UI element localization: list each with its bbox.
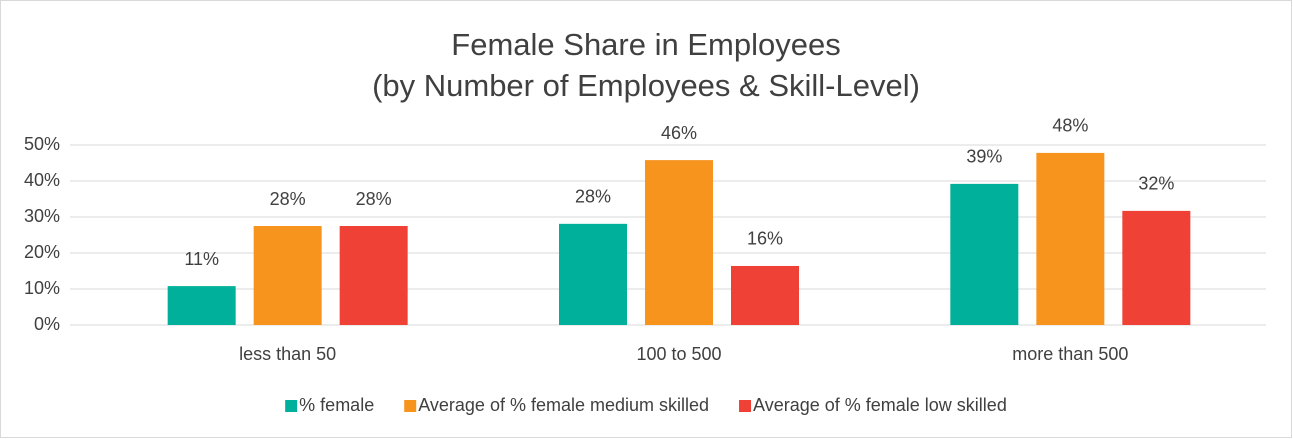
chart-subtitle: (by Number of Employees & Skill-Level) — [372, 68, 920, 103]
data-label: 28% — [270, 189, 306, 209]
bar — [731, 265, 799, 325]
data-label: 28% — [356, 189, 392, 209]
data-label: 16% — [747, 229, 783, 249]
data-label: 32% — [1138, 174, 1174, 194]
data-label: 39% — [966, 147, 1002, 167]
bar — [1036, 152, 1105, 325]
legend-swatch — [739, 400, 752, 412]
legend-swatch — [285, 400, 298, 412]
y-tick-label: 10% — [24, 278, 60, 298]
bar — [339, 226, 408, 325]
y-tick-label: 0% — [34, 314, 60, 334]
y-tick-label: 40% — [24, 170, 60, 190]
y-tick-label: 30% — [24, 206, 60, 226]
data-label: 46% — [661, 123, 697, 143]
legend-label: Average of % female medium skilled — [418, 395, 709, 415]
y-tick-label: 50% — [24, 134, 60, 154]
bar — [1122, 210, 1191, 325]
data-label: 28% — [575, 187, 611, 207]
bar — [645, 160, 713, 325]
data-label: 48% — [1052, 116, 1088, 136]
bar — [253, 226, 322, 325]
bar — [950, 183, 1019, 325]
y-tick-label: 20% — [24, 242, 60, 262]
bar — [559, 223, 627, 325]
legend-swatch — [404, 400, 417, 412]
x-tick-label: less than 50 — [239, 344, 336, 364]
legend-label: Average of % female low skilled — [753, 395, 1007, 415]
bar — [167, 286, 236, 325]
x-tick-label: more than 500 — [1012, 344, 1128, 364]
legend-label: % female — [299, 395, 374, 415]
data-label: 11% — [184, 249, 219, 269]
chart-title: Female Share in Employees — [451, 27, 840, 62]
x-tick-label: 100 to 500 — [636, 344, 721, 364]
